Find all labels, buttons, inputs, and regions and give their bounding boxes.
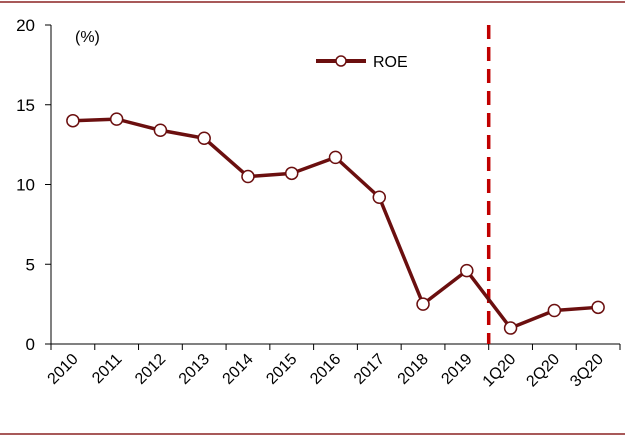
x-tick-label: 1Q20 (480, 351, 520, 391)
data-point (591, 300, 605, 315)
series-line-roe (72, 117, 599, 330)
x-tick-label: 3Q20 (567, 351, 607, 391)
y-unit-label: (%) (75, 29, 100, 46)
data-point (284, 166, 299, 181)
x-tick-label: 2017 (351, 351, 388, 388)
data-point (109, 112, 124, 126)
legend: ROE (316, 54, 408, 71)
y-tick-label: 20 (16, 16, 35, 35)
x-tick-label: 2Q20 (523, 351, 563, 391)
x-tick-label: 2011 (89, 351, 125, 387)
data-point (547, 303, 562, 318)
y-tick-label: 10 (16, 176, 35, 195)
legend-label-roe: ROE (373, 54, 408, 71)
axes (45, 24, 621, 350)
data-point (416, 297, 430, 311)
x-tick-label: 2012 (132, 351, 169, 388)
data-point (153, 123, 168, 138)
data-point (372, 190, 387, 205)
x-tick-label: 2015 (263, 351, 300, 388)
data-point (503, 321, 518, 335)
y-tick-label: 5 (26, 255, 35, 274)
x-tick-label: 2013 (176, 351, 213, 388)
x-tick-label: 2016 (307, 351, 344, 388)
data-point (66, 113, 80, 128)
legend-marker (335, 55, 347, 67)
data-point (328, 150, 343, 165)
series-layer (66, 112, 605, 335)
data-point (460, 263, 474, 278)
x-tick-label: 2014 (220, 351, 257, 388)
x-tick-label: 2018 (395, 351, 432, 388)
data-point (197, 131, 211, 145)
ticks-layer: 0 5 10 15 20 2010 2011 2012 2013 2014 2015 2016 2017… (16, 16, 607, 391)
y-tick-label: 0 (26, 335, 35, 354)
x-tick-label: 2019 (438, 351, 475, 388)
data-point (241, 169, 255, 184)
y-tick-label: 15 (16, 96, 35, 115)
x-tick-label: 2010 (45, 351, 82, 388)
